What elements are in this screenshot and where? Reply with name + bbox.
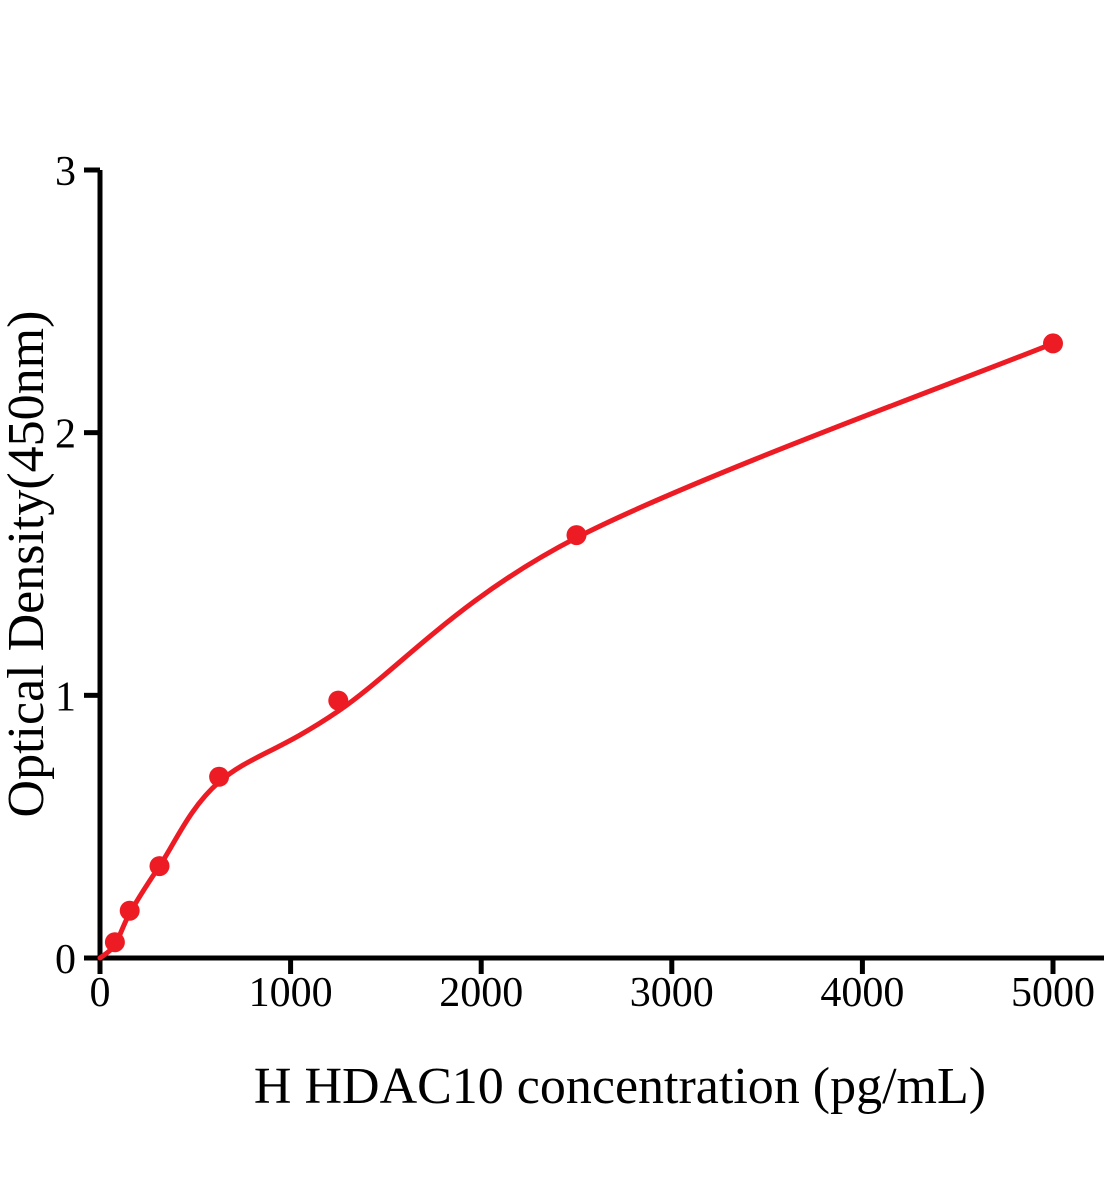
tick-marks (84, 167, 1056, 974)
x-tick-label: 3000 (630, 970, 714, 1016)
y-tick-label: 2 (55, 412, 76, 458)
y-axis-title: Optical Density(450nm) (0, 311, 55, 818)
y-tick-label: 0 (55, 937, 76, 983)
x-tick-label: 4000 (820, 970, 904, 1016)
fit-curve-line (97, 340, 1056, 961)
x-axis-title: H HDAC10 concentration (pg/mL) (254, 1058, 986, 1115)
data-point-marker (149, 856, 170, 877)
y-tick-label: 3 (55, 149, 76, 195)
data-point-marker (104, 932, 125, 953)
data-point-marker (566, 525, 587, 546)
x-tick-label: 1000 (249, 970, 333, 1016)
data-point-marker (1043, 333, 1063, 354)
y-tick-label: 1 (55, 674, 76, 720)
axes (97, 170, 1104, 961)
tick-labels: 0 1000 2000 3000 4000 5000 0 1 2 3 (55, 149, 1095, 1016)
data-points (104, 333, 1063, 953)
data-point-marker (119, 900, 140, 921)
data-point-marker (328, 690, 349, 711)
x-tick-label: 5000 (1011, 970, 1095, 1016)
x-tick-label: 2000 (439, 970, 523, 1016)
data-point-marker (209, 766, 230, 787)
x-tick-label: 0 (90, 970, 111, 1016)
